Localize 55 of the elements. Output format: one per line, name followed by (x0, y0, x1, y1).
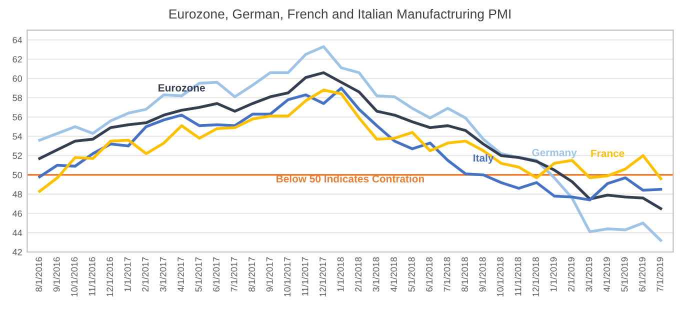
x-tick-label: 9/1/2016 (53, 257, 60, 292)
series-label: France (591, 150, 624, 158)
x-tick-label: 6/1/2019 (638, 257, 646, 292)
x-tick-label: 2/1/2019 (568, 257, 574, 292)
y-tick-label: 54 (12, 133, 22, 140)
y-tick-label: 64 (12, 36, 22, 44)
x-tick-label: 10/1/2017 (284, 257, 291, 296)
y-tick-label: 60 (12, 75, 22, 82)
x-tick-label: 12/1/2017 (319, 257, 326, 296)
x-tick-label: 4/1/2019 (603, 257, 610, 292)
x-tick-label: 8/1/2016 (35, 257, 42, 292)
x-tick-label: 4/1/2017 (177, 257, 184, 292)
x-tick-label: 9/1/2017 (266, 257, 273, 292)
x-tick-label: 10/1/2016 (70, 257, 78, 296)
y-tick-label: 46 (12, 210, 22, 217)
chart-title: Eurozone, German, French and Italian Manufactruring PMI (169, 8, 510, 22)
x-tick-label: 2/1/2017 (142, 257, 149, 292)
x-tick-label: 11/1/2017 (302, 257, 308, 296)
y-tick-label: 62 (12, 56, 22, 63)
x-tick-label: 11/1/2016 (88, 257, 96, 296)
x-tick-label: 1/1/2018 (337, 257, 344, 292)
x-tick-label: 12/1/2016 (106, 257, 114, 296)
x-tick-label: 5/1/2017 (195, 257, 202, 292)
line-series (38, 71, 662, 210)
x-tick-label: 6/1/2017 (212, 257, 220, 292)
series-label: Italy (474, 154, 494, 164)
x-tick-label: 8/1/2017 (248, 257, 256, 292)
line-series (38, 45, 662, 242)
x-tick-label: 9/1/2018 (479, 257, 486, 292)
x-tick-label: 3/1/2019 (586, 257, 592, 292)
y-tick-label: 42 (12, 248, 22, 256)
x-tick-label: 10/1/2018 (496, 257, 504, 296)
series-label: Eurozone (158, 84, 205, 92)
y-tick-label: 58 (12, 94, 22, 102)
x-tick-label: 3/1/2018 (372, 257, 380, 292)
x-tick-label: 4/1/2018 (390, 257, 397, 292)
y-tick-label: 44 (12, 230, 22, 236)
x-tick-label: 7/1/2017 (230, 257, 238, 292)
x-tick-label: 7/1/2018 (444, 257, 450, 292)
y-tick-label: 56 (12, 114, 22, 120)
y-tick-label: 52 (12, 152, 22, 159)
x-tick-label: 5/1/2018 (408, 257, 415, 292)
x-tick-label: 6/1/2018 (426, 257, 432, 292)
x-tick-label: 1/1/2019 (550, 257, 557, 292)
x-tick-label: 5/1/2019 (621, 257, 628, 292)
x-tick-label: 3/1/2017 (160, 257, 166, 292)
y-tick-label: 48 (12, 191, 22, 198)
series-label: Germany (532, 148, 577, 158)
x-tick-label: 8/1/2018 (461, 257, 468, 292)
x-tick-label: 12/1/2018 (532, 257, 539, 296)
x-tick-label: 2/1/2018 (354, 257, 362, 292)
x-tick-label: 11/1/2018 (514, 257, 522, 296)
x-tick-label: 7/1/2019 (656, 257, 664, 292)
y-tick-label: 50 (12, 172, 22, 178)
x-tick-label: 1/1/2017 (124, 257, 131, 292)
